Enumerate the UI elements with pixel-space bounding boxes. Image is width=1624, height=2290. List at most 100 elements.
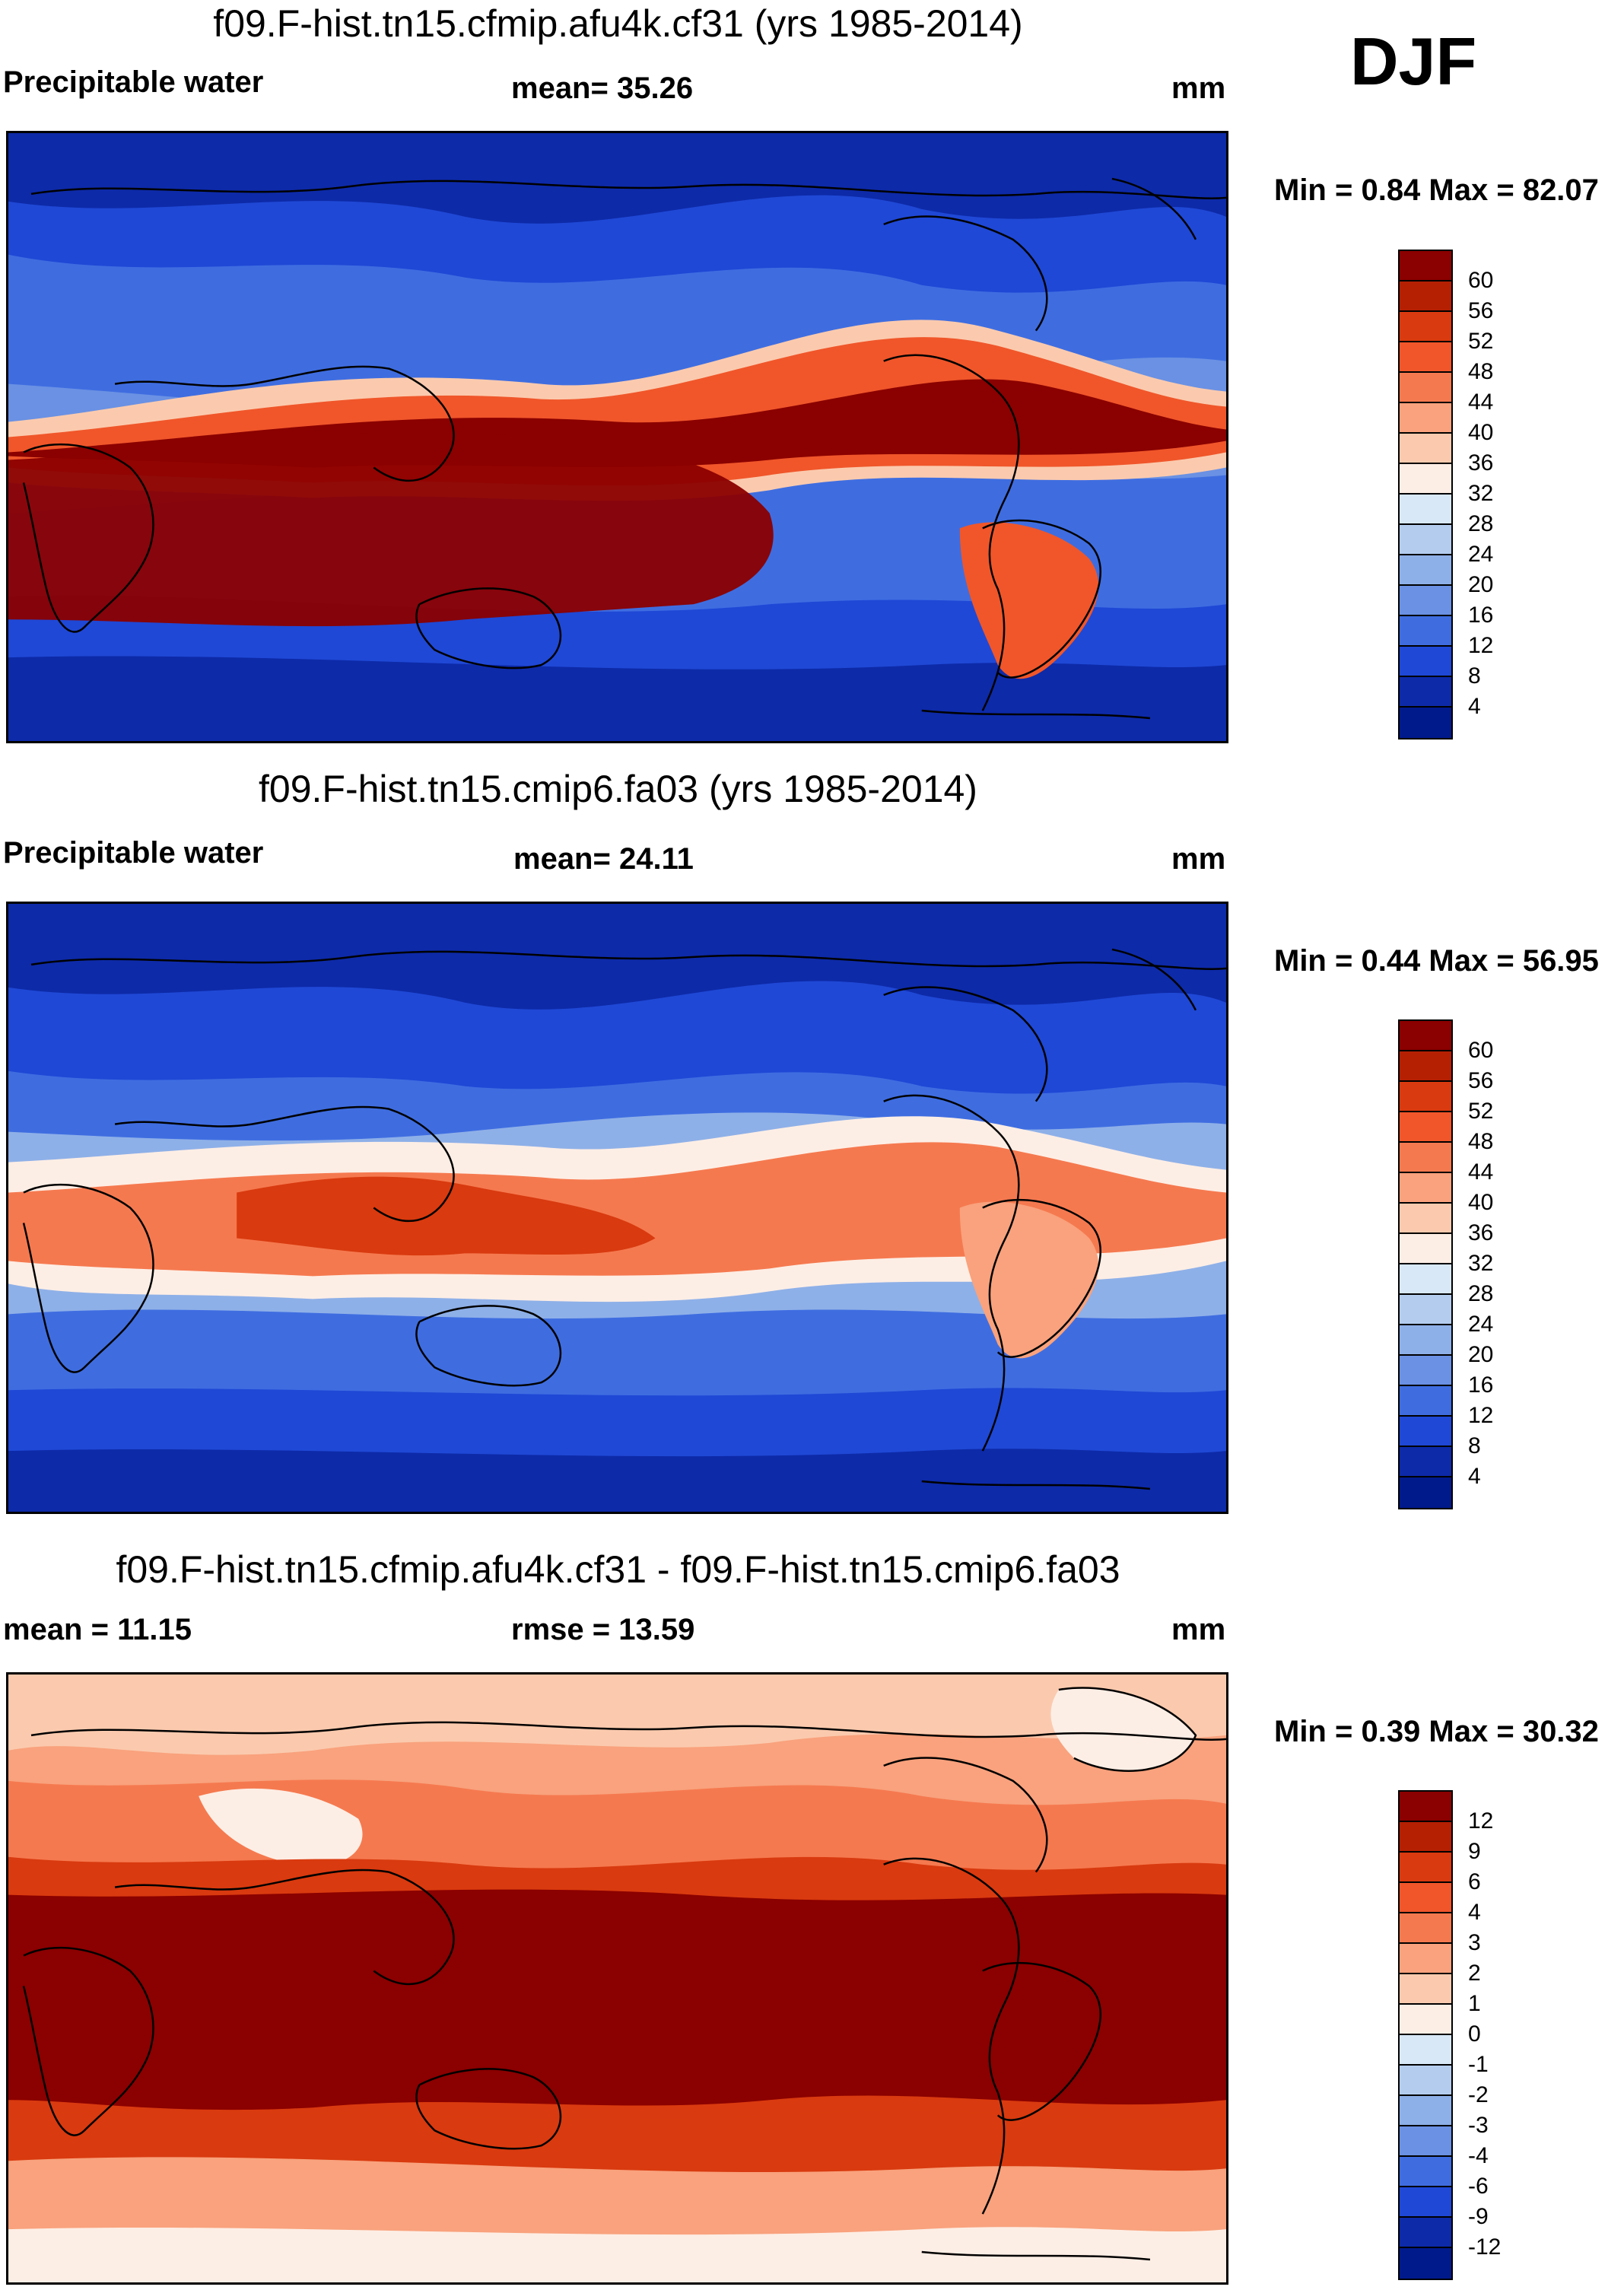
colorbar-swatch — [1400, 495, 1451, 525]
panel-2-units-label: mm — [1171, 842, 1226, 876]
colorbar-tick-label: 20 — [1468, 572, 1494, 597]
colorbar-tick-label: 56 — [1468, 1068, 1494, 1093]
colorbar-swatch — [1400, 1082, 1451, 1112]
colorbar-swatch — [1400, 1204, 1451, 1234]
panel-2-colorbar — [1398, 1019, 1453, 1509]
colorbar-tick-label: 28 — [1468, 1281, 1494, 1306]
colorbar-tick-label: 52 — [1468, 329, 1494, 354]
panel-3-minmax-label: Min = 0.39 Max = 30.32 — [1274, 1715, 1599, 1748]
colorbar-swatch — [1400, 2157, 1451, 2187]
panel-2-mean-label: mean= 24.11 — [513, 842, 694, 876]
colorbar-swatch — [1400, 2126, 1451, 2157]
colorbar-swatch — [1400, 677, 1451, 708]
colorbar-tick-label: 8 — [1468, 1433, 1481, 1458]
colorbar-swatch — [1400, 464, 1451, 495]
colorbar-swatch — [1400, 342, 1451, 373]
colorbar-swatch — [1400, 281, 1451, 312]
colorbar-tick-label: 1 — [1468, 1991, 1481, 2016]
colorbar-swatch — [1400, 434, 1451, 464]
colorbar-swatch — [1400, 1051, 1451, 1082]
colorbar-tick-label: -2 — [1468, 2082, 1489, 2107]
panel-1-colorbar — [1398, 250, 1453, 739]
colorbar-tick-label: 4 — [1468, 1464, 1481, 1489]
panel-2-minmax-label: Min = 0.44 Max = 56.95 — [1274, 944, 1599, 978]
colorbar-tick-label: 40 — [1468, 420, 1494, 445]
colorbar-tick-label: -4 — [1468, 2143, 1489, 2168]
colorbar-tick-label: 48 — [1468, 359, 1494, 384]
colorbar-swatch — [1400, 1325, 1451, 1356]
panel-1-mean-label: mean= 35.26 — [511, 72, 694, 105]
colorbar-swatch — [1400, 1112, 1451, 1143]
colorbar-swatch — [1400, 1447, 1451, 1477]
colorbar-swatch — [1400, 1944, 1451, 1974]
colorbar-swatch — [1400, 1913, 1451, 1944]
colorbar-tick-label: -12 — [1468, 2234, 1502, 2260]
colorbar-swatch — [1400, 1974, 1451, 2005]
colorbar-swatch — [1400, 2096, 1451, 2126]
colorbar-swatch — [1400, 1822, 1451, 1853]
panel-3-title: f09.F-hist.tn15.cfmip.afu4k.cf31 - f09.F… — [116, 1548, 1120, 1591]
colorbar-swatch — [1400, 708, 1451, 738]
colorbar-tick-label: 12 — [1468, 633, 1494, 658]
panel-3-mean-label: mean = 11.15 — [3, 1613, 192, 1646]
colorbar-swatch — [1400, 1792, 1451, 1822]
colorbar-swatch — [1400, 1477, 1451, 1508]
panel-2-map — [6, 902, 1228, 1514]
colorbar-tick-label: 32 — [1468, 481, 1494, 506]
colorbar-tick-label: 24 — [1468, 1312, 1494, 1337]
colorbar-tick-label: 60 — [1468, 1038, 1494, 1063]
panel-2-title: f09.F-hist.tn15.cmip6.fa03 (yrs 1985-201… — [259, 768, 977, 810]
colorbar-tick-label: 9 — [1468, 1839, 1481, 1864]
colorbar-swatch — [1400, 1143, 1451, 1173]
colorbar-tick-label: 0 — [1468, 2021, 1481, 2047]
colorbar-swatch — [1400, 2187, 1451, 2218]
panel-3-colorbar — [1398, 1790, 1453, 2280]
colorbar-swatch — [1400, 647, 1451, 677]
colorbar-swatch — [1400, 586, 1451, 616]
colorbar-swatch — [1400, 525, 1451, 555]
panel-3-units-label: mm — [1171, 1613, 1226, 1646]
colorbar-tick-label: 52 — [1468, 1099, 1494, 1124]
colorbar-swatch — [1400, 403, 1451, 434]
colorbar-tick-label: 20 — [1468, 1342, 1494, 1367]
colorbar-swatch — [1400, 1264, 1451, 1295]
colorbar-tick-label: 4 — [1468, 694, 1481, 719]
panel-2-variable-label: Precipitable water — [3, 836, 264, 870]
colorbar-swatch — [1400, 1417, 1451, 1447]
colorbar-tick-label: 3 — [1468, 1930, 1481, 1955]
colorbar-tick-label: 16 — [1468, 603, 1494, 628]
colorbar-swatch — [1400, 251, 1451, 281]
colorbar-tick-label: -3 — [1468, 2113, 1489, 2138]
panel-1-variable-label: Precipitable water — [3, 65, 264, 99]
colorbar-tick-label: 36 — [1468, 1220, 1494, 1245]
colorbar-tick-label: 4 — [1468, 1900, 1481, 1925]
colorbar-tick-label: 60 — [1468, 268, 1494, 293]
colorbar-swatch — [1400, 312, 1451, 342]
colorbar-tick-label: 44 — [1468, 1159, 1494, 1185]
panel-1-title: f09.F-hist.tn15.cfmip.afu4k.cf31 (yrs 19… — [213, 2, 1023, 45]
colorbar-swatch — [1400, 1173, 1451, 1204]
colorbar-tick-label: 16 — [1468, 1372, 1494, 1398]
colorbar-swatch — [1400, 1234, 1451, 1264]
colorbar-swatch — [1400, 1021, 1451, 1051]
colorbar-swatch — [1400, 555, 1451, 586]
colorbar-tick-label: 12 — [1468, 1403, 1494, 1428]
colorbar-tick-label: 6 — [1468, 1869, 1481, 1894]
colorbar-swatch — [1400, 1356, 1451, 1386]
panel-3-rmse-label: rmse = 13.59 — [511, 1613, 695, 1646]
colorbar-swatch — [1400, 2248, 1451, 2279]
colorbar-tick-label: 8 — [1468, 663, 1481, 689]
colorbar-tick-label: 44 — [1468, 390, 1494, 415]
colorbar-tick-label: -1 — [1468, 2052, 1489, 2077]
panel-1-map — [6, 131, 1228, 743]
colorbar-tick-label: 2 — [1468, 1961, 1481, 1986]
colorbar-swatch — [1400, 1386, 1451, 1417]
colorbar-swatch — [1400, 1883, 1451, 1913]
colorbar-swatch — [1400, 616, 1451, 647]
colorbar-tick-label: -9 — [1468, 2204, 1489, 2229]
season-label: DJF — [1350, 24, 1477, 99]
panel-3-map — [6, 1672, 1228, 2285]
colorbar-tick-label: 40 — [1468, 1190, 1494, 1215]
colorbar-tick-label: 56 — [1468, 298, 1494, 323]
colorbar-swatch — [1400, 2066, 1451, 2096]
